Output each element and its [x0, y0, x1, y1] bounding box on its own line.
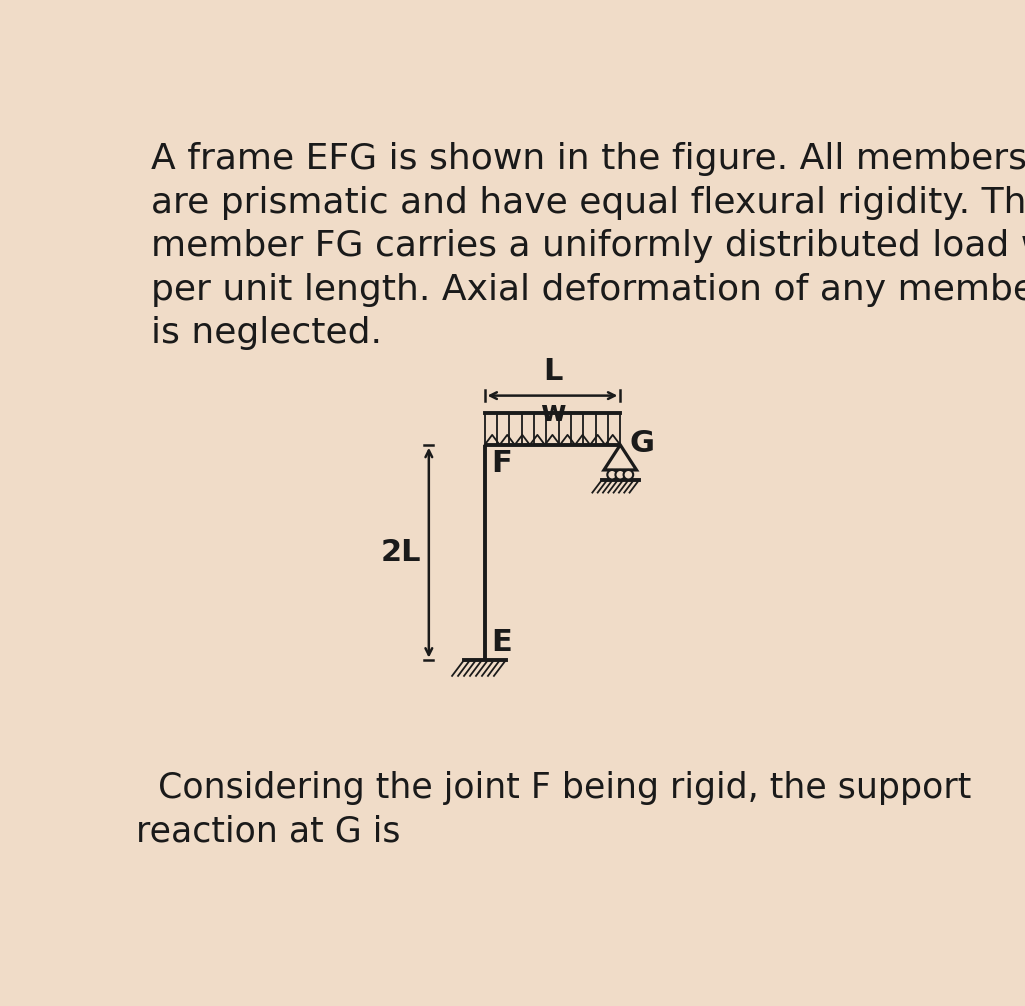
Polygon shape: [604, 445, 637, 470]
Text: F: F: [492, 449, 512, 478]
Circle shape: [615, 470, 625, 480]
Circle shape: [607, 470, 617, 480]
Text: Considering the joint F being rigid, the support
reaction at G is: Considering the joint F being rigid, the…: [136, 771, 972, 848]
Circle shape: [623, 470, 633, 480]
Text: E: E: [492, 629, 512, 657]
Text: 2L: 2L: [380, 538, 421, 567]
Text: G: G: [629, 429, 655, 458]
Text: w: w: [539, 399, 565, 428]
Text: A frame EFG is shown in the figure. All members
are prismatic and have equal fle: A frame EFG is shown in the figure. All …: [152, 142, 1025, 350]
Text: L: L: [543, 357, 562, 386]
